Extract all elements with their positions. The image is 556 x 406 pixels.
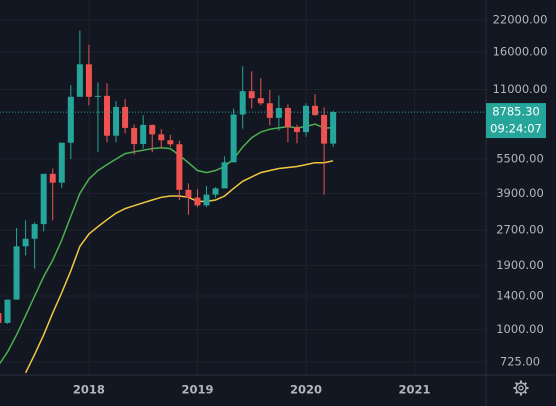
candle-body xyxy=(293,127,300,133)
candle-body xyxy=(40,173,47,225)
y-tick-label: 16000.00 xyxy=(493,45,548,59)
candle-body xyxy=(203,194,210,206)
candle-body xyxy=(131,127,138,144)
x-tick-label: 2020 xyxy=(290,383,322,397)
last-price-label: 8785.30 xyxy=(492,105,540,119)
candle-body xyxy=(330,112,337,144)
x-tick-label: 2021 xyxy=(399,383,431,397)
candle-body xyxy=(275,107,282,118)
x-tick-label: 2019 xyxy=(181,383,213,397)
candle-body xyxy=(113,106,120,136)
axes: 725.00 1000.00 1400.00 1900.00 2700.00 3900.0… xyxy=(73,13,548,397)
y-tick-label: 725.00 xyxy=(500,354,540,368)
candle-body xyxy=(85,64,92,97)
candle-body xyxy=(58,142,65,183)
candle-body xyxy=(0,313,2,323)
candle-body xyxy=(284,107,291,128)
countdown-label: 09:24:07 xyxy=(490,122,542,136)
candle-body xyxy=(49,173,56,183)
candle-body xyxy=(149,124,156,135)
candle-body xyxy=(230,114,237,163)
candle-body xyxy=(67,96,74,143)
plot-area xyxy=(0,30,486,374)
candle-body xyxy=(321,114,328,144)
y-tick-label: 22000.00 xyxy=(493,13,548,27)
candle-body xyxy=(13,246,20,300)
candle-body xyxy=(104,95,111,136)
y-tick-label: 5500.00 xyxy=(496,151,544,165)
moving-average-line xyxy=(0,123,334,365)
last-price-box xyxy=(486,103,546,139)
candle-body xyxy=(212,188,219,195)
y-tick-label: 11000.00 xyxy=(493,82,548,96)
y-tick-label: 1000.00 xyxy=(496,322,544,336)
y-tick-label: 3900.00 xyxy=(496,186,544,200)
gear-teeth xyxy=(513,380,529,396)
candle-body xyxy=(194,197,201,206)
candle-body xyxy=(158,134,165,141)
candle-body xyxy=(140,124,147,144)
gear-hub xyxy=(518,385,524,391)
candle-body xyxy=(221,162,228,189)
candle-body xyxy=(76,64,83,97)
candle-body xyxy=(239,91,246,115)
candle-body xyxy=(122,106,129,128)
candle-body xyxy=(185,189,192,198)
candle-body xyxy=(248,91,255,99)
candle-body xyxy=(94,95,101,97)
y-tick-label: 1900.00 xyxy=(496,258,544,272)
y-tick-label: 1400.00 xyxy=(496,288,544,302)
candle-body xyxy=(167,140,174,145)
candle-body xyxy=(22,238,29,247)
y-tick-label: 2700.00 xyxy=(496,223,544,237)
x-tick-label: 2018 xyxy=(73,383,105,397)
settings-icon[interactable] xyxy=(513,380,529,396)
candle-body xyxy=(4,299,11,323)
candle-body xyxy=(303,105,309,133)
candle-body xyxy=(312,105,319,115)
candle-body xyxy=(257,98,264,104)
candle-body xyxy=(31,224,38,239)
candle-body xyxy=(176,144,183,190)
candle-body xyxy=(266,103,273,118)
